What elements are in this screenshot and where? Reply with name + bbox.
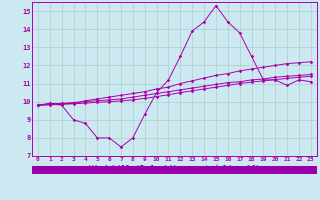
X-axis label: Windchill (Refroidissement éolien,°C): Windchill (Refroidissement éolien,°C) <box>89 165 260 174</box>
